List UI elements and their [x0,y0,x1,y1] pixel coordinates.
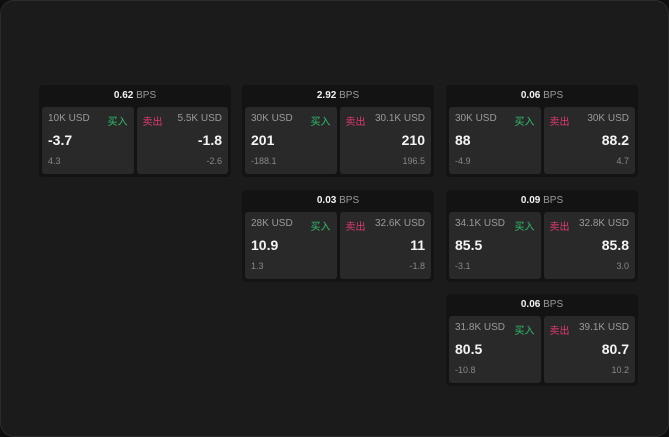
sell-label: 卖出 [345,117,366,128]
spread-header: 0.06 BPS [446,85,638,106]
buy-label: 买入 [310,117,331,128]
quote-panel: 0.03 BPS 28K USD 买入 10.9 1.3 卖出 32.6K USD … [242,190,434,282]
sell-price: 85.8 [601,237,629,253]
buy-size: 30K USD [251,113,293,124]
buy-card[interactable]: 28K USD 买入 10.9 1.3 [245,212,337,279]
sell-label: 卖出 [549,222,570,233]
sell-size: 30K USD [587,113,629,124]
sell-card[interactable]: 卖出 32.6K USD 11 -1.8 [339,212,431,279]
buy-card[interactable]: 31.8K USD 买入 80.5 -10.8 [449,316,541,383]
sell-sub-value: -1.8 [409,261,425,271]
sell-price: 11 [410,237,425,253]
sell-sub-value: 4.7 [616,156,629,166]
spread-unit: BPS [543,299,564,310]
sell-size: 39.1K USD [578,322,629,333]
buy-card[interactable]: 30K USD 买入 201 -188.1 [245,107,337,174]
sell-label: 卖出 [142,117,163,128]
quote-panel: 0.09 BPS 34.1K USD 买入 85.5 -3.1 卖出 32.8K U… [446,190,638,282]
sell-sub-value: -2.6 [206,156,222,166]
sell-card[interactable]: 卖出 32.8K USD 85.8 3.0 [543,212,635,279]
quote-panel: 2.92 BPS 30K USD 买入 201 -188.1 卖出 30.1K US… [242,85,434,177]
buy-card[interactable]: 30K USD 买入 88 -4.9 [449,107,541,174]
sell-label: 卖出 [549,117,570,128]
sell-card[interactable]: 卖出 39.1K USD 80.7 10.2 [543,316,635,383]
buy-price: 85.5 [455,237,483,253]
buy-price: 201 [251,132,275,148]
buy-sub-value: -4.9 [455,156,471,166]
buy-card[interactable]: 34.1K USD 买入 85.5 -3.1 [449,212,541,279]
buy-sub-value: 1.3 [251,261,264,271]
spread-header: 0.62 BPS [39,85,231,106]
spread-unit: BPS [543,195,564,206]
spread-unit: BPS [543,90,564,101]
buy-sub-value: -10.8 [455,365,476,375]
buy-price: 10.9 [251,237,279,253]
buy-sub-value: -3.1 [455,261,471,271]
buy-card[interactable]: 10K USD 买入 -3.7 4.3 [42,107,134,174]
sell-label: 卖出 [345,222,366,233]
sell-sub-value: 196.5 [402,156,425,166]
spread-value: 0.06 [520,299,541,310]
spread-unit: BPS [136,90,157,101]
sell-size: 30.1K USD [374,113,425,124]
buy-size: 30K USD [455,113,497,124]
sell-sub-value: 10.2 [611,365,629,375]
spread-unit: BPS [339,195,360,206]
quote-panel: 0.62 BPS 10K USD 买入 -3.7 4.3 卖出 5.5K USD -… [39,85,231,177]
buy-label: 买入 [107,117,128,128]
buy-label: 买入 [514,117,535,128]
sell-price: -1.8 [197,132,222,148]
sell-sub-value: 3.0 [616,261,629,271]
buy-sub-value: 4.3 [48,156,61,166]
buy-label: 买入 [514,222,535,233]
quote-panel: 0.06 BPS 30K USD 买入 88 -4.9 卖出 30K USD 88.… [446,85,638,177]
spread-header: 2.92 BPS [242,85,434,106]
sell-price: 80.7 [601,341,629,357]
buy-sub-value: -188.1 [251,156,277,166]
sell-size: 5.5K USD [177,113,222,124]
sell-card[interactable]: 卖出 5.5K USD -1.8 -2.6 [136,107,228,174]
spread-header: 0.09 BPS [446,190,638,211]
sell-label: 卖出 [549,326,570,337]
spread-value: 0.09 [520,195,541,206]
sell-price: 88.2 [601,132,629,148]
buy-size: 28K USD [251,218,293,229]
buy-price: 80.5 [455,341,483,357]
buy-price: 88 [455,132,471,148]
sell-card[interactable]: 卖出 30.1K USD 210 196.5 [339,107,431,174]
buy-size: 10K USD [48,113,90,124]
buy-label: 买入 [514,326,535,337]
spread-value: 0.03 [316,195,337,206]
buy-label: 买入 [310,222,331,233]
spread-header: 0.06 BPS [446,294,638,315]
spread-value: 2.92 [316,90,337,101]
sell-size: 32.8K USD [578,218,629,229]
sell-size: 32.6K USD [374,218,425,229]
sell-card[interactable]: 卖出 30K USD 88.2 4.7 [543,107,635,174]
sell-price: 210 [401,132,425,148]
quote-panel: 0.06 BPS 31.8K USD 买入 80.5 -10.8 卖出 39.1K … [446,294,638,386]
buy-size: 31.8K USD [455,322,506,333]
buy-size: 34.1K USD [455,218,506,229]
spread-header: 0.03 BPS [242,190,434,211]
spread-value: 0.06 [520,90,541,101]
spread-unit: BPS [339,90,360,101]
buy-price: -3.7 [48,132,73,148]
spread-value: 0.62 [113,90,134,101]
